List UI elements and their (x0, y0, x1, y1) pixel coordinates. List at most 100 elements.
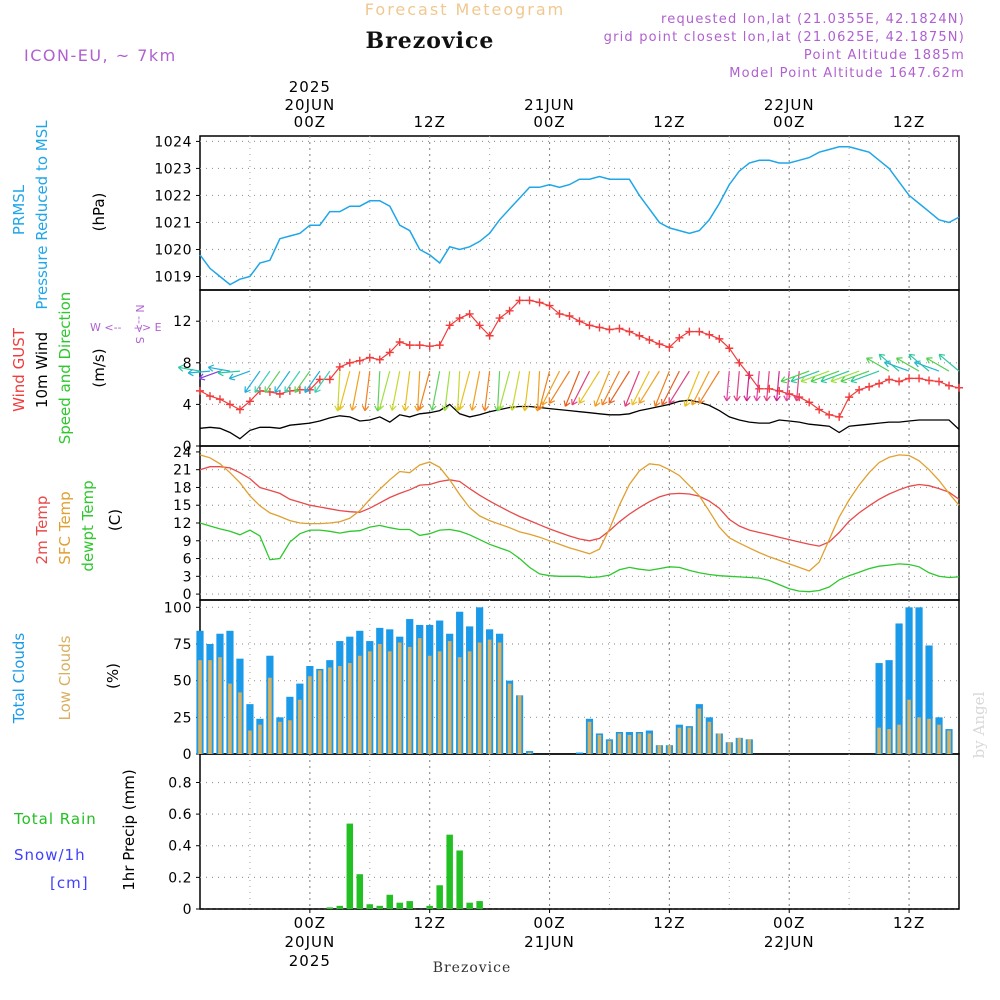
wind-direction-arrow (548, 370, 571, 404)
wind-direction-arrow (763, 371, 771, 402)
gust-label: Wind GUST (10, 327, 28, 412)
bottom-time-label: 00Z (294, 914, 326, 932)
low-cloud-bar (617, 733, 622, 754)
wind-direction-arrow (217, 368, 240, 377)
low-cloud-bar (937, 724, 941, 754)
sfc-temp-line (199, 454, 960, 572)
top-year-label: 2025 (289, 78, 331, 96)
gust-marker (545, 301, 554, 310)
low-cloud-bar (747, 739, 752, 754)
y-tick-label: 1022 (154, 188, 192, 204)
wind-direction-arrow (349, 371, 361, 411)
low-cloud-bar (877, 727, 881, 754)
rain-bar (406, 901, 413, 909)
y-tick-label: 1021 (154, 215, 192, 231)
low-cloud-bar (927, 718, 931, 754)
bottom-time-label: 00Z (533, 914, 565, 932)
low-cloud-bar (387, 651, 392, 754)
low-cloud-bar (707, 721, 712, 754)
low-cloud-bar (258, 724, 262, 754)
dewpoint-line (199, 522, 960, 593)
low-cloud-bar (218, 657, 222, 754)
bottom-year-label: 2025 (289, 952, 331, 970)
gust-marker (865, 382, 874, 391)
y-tick-label: 50 (173, 674, 192, 690)
y-tick-label: 1019 (154, 269, 192, 285)
gust-marker (925, 376, 934, 385)
low-cloud-bar (407, 646, 412, 754)
gust-marker (905, 374, 914, 383)
wind-direction-arrow (441, 371, 451, 412)
panel-frame (199, 753, 960, 910)
gust-marker (445, 321, 454, 330)
top-time-label: 00Z (773, 113, 805, 131)
y-tick-label: 9 (183, 534, 192, 550)
gust-marker (345, 358, 354, 367)
wind-unit: (m/s) (90, 348, 108, 387)
low-cloud-bar (657, 745, 662, 754)
wind-direction-arrow (623, 370, 640, 407)
wind-direction-arrow (274, 370, 291, 393)
gust-marker (705, 330, 714, 339)
sfc-label: SFC Temp (56, 491, 74, 564)
wind-direction-arrow (908, 353, 930, 372)
wind-direction-arrow (187, 368, 211, 377)
low-cloud-bar (947, 730, 951, 754)
wind-direction-arrow (608, 370, 630, 404)
wind-direction-arrow (541, 370, 561, 406)
total-cloud-bar (875, 663, 883, 754)
low-cloud-bar (517, 695, 522, 754)
low-cloud-bar (367, 651, 372, 754)
wind-direction-arrow (294, 370, 311, 393)
y-tick-label: 12 (173, 516, 192, 532)
panel-precipitation: 0 0.2 0.4 0.6 0.8 (168, 753, 960, 918)
low-cloud-bar (527, 752, 532, 754)
y-tick-label: 1023 (154, 161, 192, 177)
gust-marker (385, 348, 394, 357)
requested-coords: requested lon,lat (21.0355E, 42.1824N) (661, 12, 965, 27)
wind-direction-arrow (914, 360, 940, 372)
forecast-label: Forecast Meteogram (365, 0, 565, 19)
gust-marker (615, 324, 624, 333)
low-cloud-bar (278, 721, 282, 754)
wind-direction-arrow (743, 371, 751, 402)
cloud-labels: Total Clouds Low Clouds (%) (10, 633, 122, 725)
station-title: Brezovice (366, 28, 495, 54)
gust-marker (935, 377, 944, 386)
wind-direction-arrow (878, 353, 900, 372)
total-cloud-bar (895, 623, 903, 754)
gust-marker (945, 381, 954, 390)
panel-frame (199, 599, 960, 755)
low-cloud-bar (348, 663, 352, 754)
gust-marker (435, 341, 444, 350)
bottom-time-label: 12Z (653, 914, 685, 932)
low-cloud-bar (627, 734, 632, 754)
gust-marker (405, 341, 414, 350)
pressure-label-2: Pressure Reduced to MSL (33, 120, 51, 310)
y-tick-label: 15 (173, 498, 192, 514)
precip-labels: Total Rain Snow/1h [cm] 1hr Precip (mm) (13, 769, 138, 892)
gust-marker (915, 374, 924, 383)
wind-dir-label: Speed and Direction (56, 292, 74, 445)
low-cloud-bar (597, 734, 602, 754)
wind-direction-arrow (481, 371, 491, 412)
y-tick-label: 18 (173, 480, 192, 496)
y-tick-label: 0 (183, 902, 192, 918)
y-tick-label: 3 (183, 569, 192, 585)
panel-frame (199, 135, 960, 291)
low-cloud-bar (427, 655, 432, 754)
gust-marker (655, 340, 664, 349)
wind-direction-arrow (733, 371, 741, 402)
low-cloud-bar (208, 660, 212, 754)
gust-marker (885, 375, 894, 384)
rain-bar (436, 885, 443, 909)
wind-direction-arrow (895, 357, 920, 372)
bottom-time-label: 12Z (893, 914, 925, 932)
low-cloud-bar (907, 699, 911, 754)
wind-direction-arrow (377, 370, 391, 411)
wind-direction-arrow (884, 360, 910, 372)
low-cloud-bar (587, 721, 592, 754)
compass-e: --> E (134, 321, 162, 334)
